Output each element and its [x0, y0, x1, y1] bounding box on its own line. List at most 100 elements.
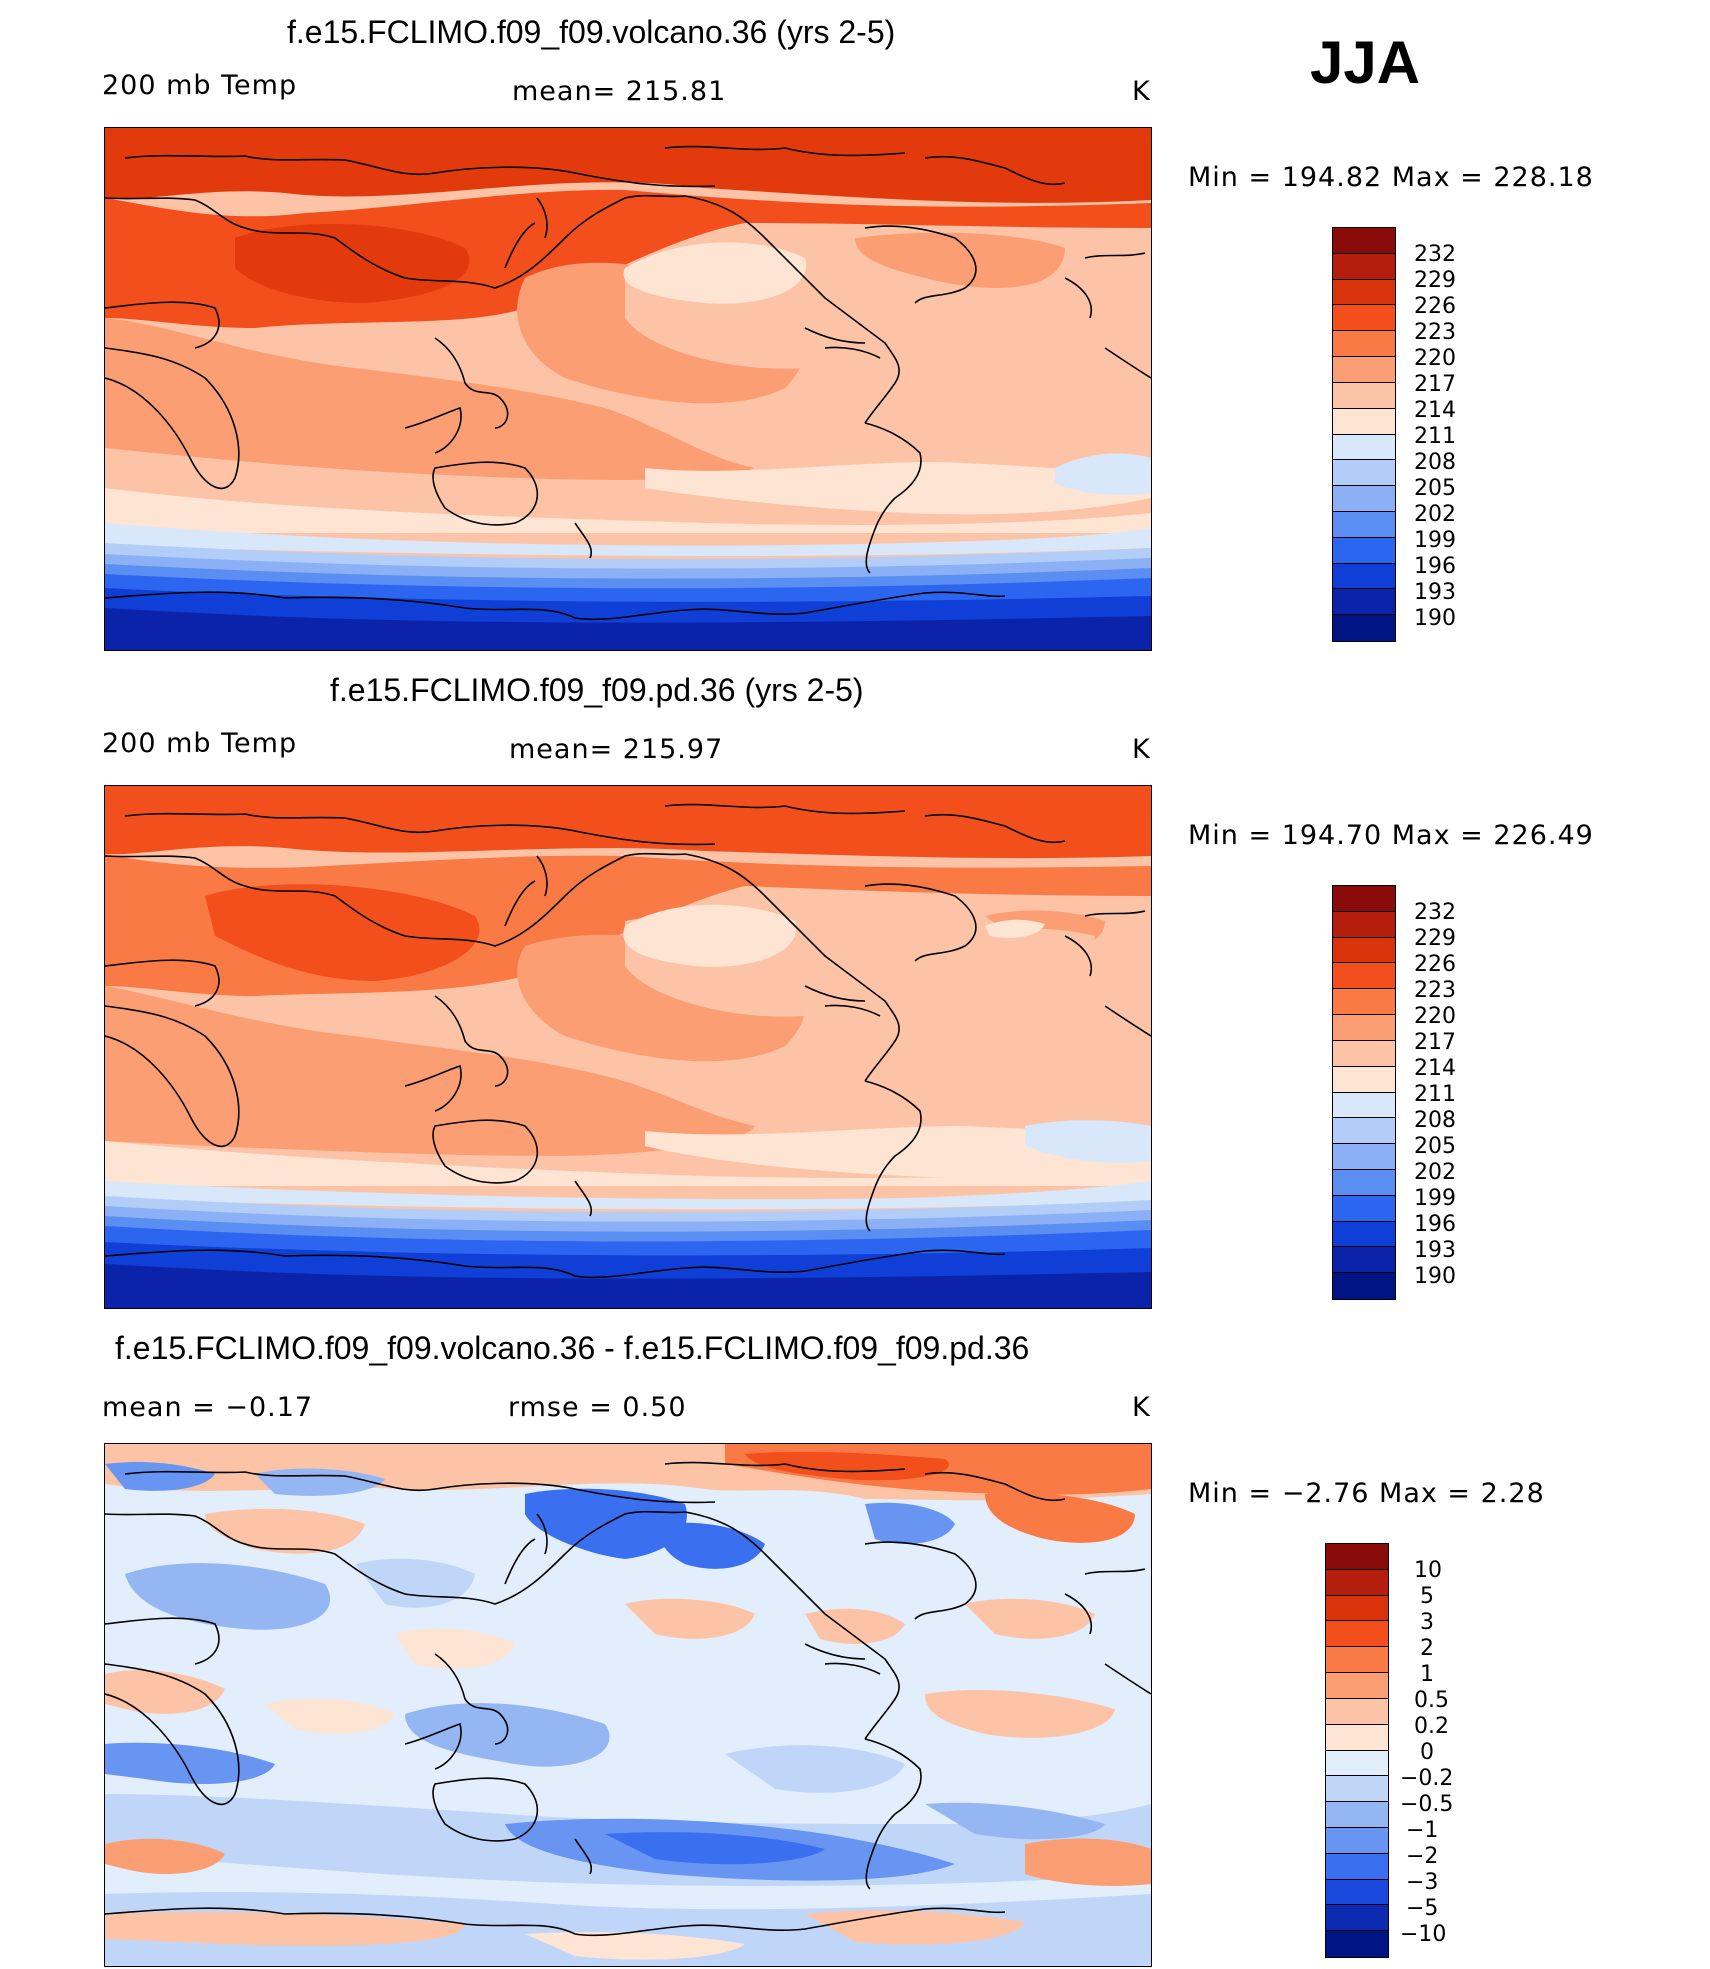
colorbar-tick: 208 — [1414, 450, 1456, 475]
colorbar-tick: 205 — [1414, 1134, 1456, 1159]
colorbar-swatch — [1333, 886, 1395, 912]
colorbar-tick: −1 — [1406, 1818, 1439, 1843]
colorbar-swatch — [1333, 1015, 1395, 1041]
colorbar-tick: 217 — [1414, 1030, 1456, 1055]
colorbar-swatch — [1333, 408, 1395, 435]
colorbar-labels: 10 5 3 2 1 0.5 0.2 0 −0.2 −0.5 −1 −2 −3 … — [1400, 1543, 1540, 1956]
colorbar-tick: 5 — [1420, 1584, 1434, 1609]
colorbar-tick: 190 — [1414, 606, 1456, 631]
colorbar-swatch — [1326, 1673, 1388, 1699]
colorbar-temp-volcano — [1332, 227, 1396, 642]
colorbar-tick: 229 — [1414, 268, 1456, 293]
colorbar-swatch — [1333, 1195, 1395, 1222]
colorbar-swatch — [1326, 1905, 1388, 1932]
colorbar-swatch — [1333, 253, 1395, 280]
colorbar-tick: −2 — [1406, 1844, 1439, 1869]
colorbar-swatch — [1326, 1827, 1388, 1854]
colorbar-swatch — [1333, 279, 1395, 306]
colorbar-tick: −10 — [1400, 1922, 1447, 1947]
colorbar-swatch — [1326, 1621, 1388, 1648]
rmse-label: rmse = 0.50 — [508, 1392, 687, 1423]
mean-label: mean= 215.97 — [509, 734, 724, 765]
panel-title: f.e15.FCLIMO.f09_f09.volcano.36 (yrs 2-5… — [287, 14, 896, 50]
difference-map — [104, 1443, 1152, 1967]
colorbar-swatch — [1333, 331, 1395, 358]
colorbar-tick: 193 — [1414, 580, 1456, 605]
colorbar-tick: 3 — [1420, 1610, 1434, 1635]
colorbar-swatch — [1333, 911, 1395, 938]
season-label: JJA — [1310, 29, 1421, 96]
colorbar-tick: 211 — [1414, 1082, 1456, 1107]
mean-label: mean= 215.81 — [512, 76, 727, 107]
colorbar-swatch — [1333, 511, 1395, 538]
units-label: K — [1132, 734, 1151, 765]
temperature-map-volcano — [104, 127, 1152, 651]
colorbar-swatch — [1333, 589, 1395, 616]
colorbar-tick: −0.5 — [1400, 1792, 1454, 1817]
colorbar-swatch — [1326, 1569, 1388, 1596]
colorbar-tick: 220 — [1414, 1004, 1456, 1029]
colorbar-swatch — [1326, 1802, 1388, 1828]
colorbar-swatch — [1333, 460, 1395, 487]
colorbar-swatch — [1333, 563, 1395, 590]
colorbar-tick: 211 — [1414, 424, 1456, 449]
colorbar-difference — [1325, 1543, 1389, 1958]
colorbar-tick: 232 — [1414, 900, 1456, 925]
colorbar-tick: 205 — [1414, 476, 1456, 501]
colorbar-swatch — [1333, 1118, 1395, 1145]
colorbar-tick: 193 — [1414, 1238, 1456, 1263]
colorbar-tick: 220 — [1414, 346, 1456, 371]
colorbar-tick: 229 — [1414, 926, 1456, 951]
colorbar-swatch — [1333, 1169, 1395, 1196]
colorbar-swatch — [1326, 1724, 1388, 1751]
colorbar-tick: −3 — [1406, 1870, 1439, 1895]
colorbar-swatch — [1326, 1776, 1388, 1803]
colorbar-tick: 202 — [1414, 1160, 1456, 1185]
units-label: K — [1132, 76, 1151, 107]
colorbar-tick: 0 — [1420, 1740, 1434, 1765]
colorbar-swatch — [1333, 1273, 1395, 1299]
colorbar-tick: 232 — [1414, 242, 1456, 267]
colorbar-swatch — [1333, 1247, 1395, 1274]
colorbar-tick: 2 — [1420, 1636, 1434, 1661]
colorbar-tick: 10 — [1414, 1558, 1442, 1583]
colorbar-tick: 223 — [1414, 978, 1456, 1003]
colorbar-tick: 208 — [1414, 1108, 1456, 1133]
colorbar-swatch — [1333, 963, 1395, 990]
colorbar-labels: 232 229 226 223 220 217 214 211 208 205 … — [1414, 227, 1534, 640]
units-label: K — [1132, 1392, 1151, 1423]
colorbar-tick: 217 — [1414, 372, 1456, 397]
colorbar-tick: 199 — [1414, 1186, 1456, 1211]
colorbar-tick: 226 — [1414, 952, 1456, 977]
colorbar-tick: 196 — [1414, 1212, 1456, 1237]
colorbar-tick: −5 — [1406, 1896, 1439, 1921]
colorbar-swatch — [1326, 1544, 1388, 1570]
colorbar-swatch — [1326, 1698, 1388, 1725]
colorbar-tick: 190 — [1414, 1264, 1456, 1289]
colorbar-swatch — [1333, 486, 1395, 512]
variable-label: 200 mb Temp — [102, 70, 298, 101]
variable-label: 200 mb Temp — [102, 728, 298, 759]
colorbar-swatch — [1326, 1750, 1388, 1777]
colorbar-swatch — [1333, 1066, 1395, 1093]
colorbar-tick: 196 — [1414, 554, 1456, 579]
colorbar-swatch — [1333, 382, 1395, 409]
colorbar-swatch — [1333, 937, 1395, 964]
colorbar-swatch — [1333, 537, 1395, 564]
colorbar-swatch — [1333, 1092, 1395, 1119]
colorbar-swatch — [1333, 989, 1395, 1016]
colorbar-swatch — [1326, 1879, 1388, 1906]
colorbar-tick: 202 — [1414, 502, 1456, 527]
colorbar-tick: 214 — [1414, 398, 1456, 423]
min-max-label: Min = 194.82 Max = 228.18 — [1188, 162, 1594, 193]
colorbar-tick: 199 — [1414, 528, 1456, 553]
panel-title: f.e15.FCLIMO.f09_f09.pd.36 (yrs 2-5) — [330, 672, 864, 708]
colorbar-tick: 226 — [1414, 294, 1456, 319]
colorbar-swatch — [1333, 228, 1395, 254]
min-max-label: Min = −2.76 Max = 2.28 — [1188, 1478, 1545, 1509]
mean-label: mean = −0.17 — [102, 1392, 314, 1423]
colorbar-swatch — [1326, 1931, 1388, 1957]
colorbar-tick: 0.2 — [1414, 1714, 1449, 1739]
colorbar-swatch — [1333, 615, 1395, 641]
colorbar-swatch — [1326, 1647, 1388, 1674]
